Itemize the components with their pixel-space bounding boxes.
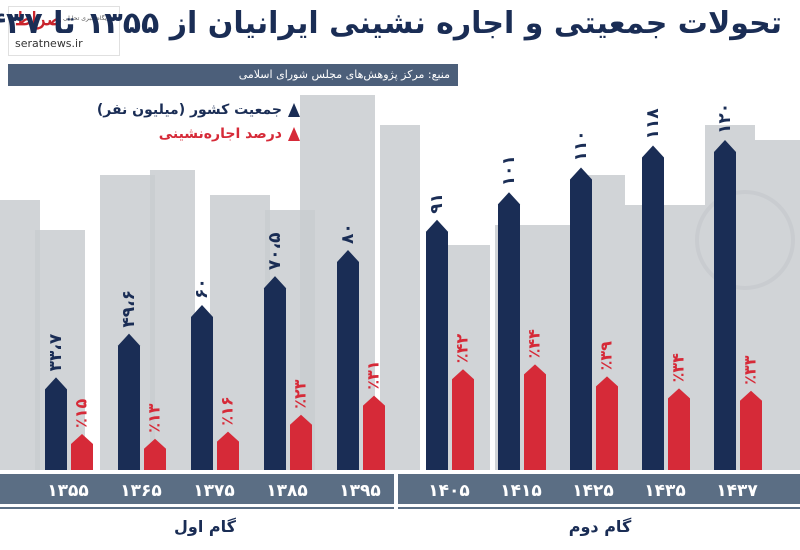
rent-bar [363, 395, 385, 470]
population-bar [642, 145, 664, 470]
legend: جمعیت کشور (میلیون نفر) درصد اجاره‌نشینی [97, 98, 300, 153]
x-tick-label: ۱۴۳۵ [644, 481, 686, 501]
logo-subtitle: پایگاه خبری تحلیلی [63, 15, 111, 22]
x-tick-label: ۱۴۲۵ [572, 481, 614, 501]
x-tick-label: ۱۴۱۵ [500, 481, 542, 501]
population-bar [191, 305, 213, 470]
header: صراط پایگاه خبری تحلیلی seratnews.ir تحو… [0, 0, 800, 95]
rent-label: ٪۴۲ [453, 334, 472, 364]
rent-label: ٪۱۳ [145, 403, 164, 433]
population-label: ۷۰،۵ [265, 233, 285, 271]
rent-bar [524, 364, 546, 470]
population-bar [426, 219, 448, 470]
rent-bar [740, 390, 762, 470]
background-building [380, 125, 420, 470]
rent-bar [71, 434, 93, 470]
rent-bar [452, 369, 474, 470]
phase-label-first: گام اول [174, 517, 237, 536]
population-bar [337, 250, 359, 470]
population-bar [118, 333, 140, 470]
rent-label: ٪۴۴ [525, 329, 544, 359]
bars: ۳۳،۷ ٪۱۵ ۴۹،۶ ٪۱۳ ۶۰ ٪۱۶ ۷۰،۵ ٪۲۳ ۸۰ ٪۳۱ ۹۱ ٪۴۲ ۱۰۱ ٪… [45, 103, 762, 470]
rent-bar [668, 388, 690, 470]
population-bar [45, 377, 67, 470]
rent-label: ٪۱۵ [72, 398, 91, 428]
rent-bar [217, 431, 239, 470]
legend-rent-icon [288, 127, 300, 141]
legend-item-rent: درصد اجاره‌نشینی [159, 126, 300, 148]
rent-label: ٪۳۱ [364, 360, 383, 389]
axis-band [0, 474, 800, 504]
x-tick-label: ۱۳۹۵ [339, 481, 381, 501]
source-note: منبع: مرکز پژوهش‌های مجلس شورای اسلامی [8, 64, 458, 86]
background-building [210, 195, 270, 470]
logo: صراط پایگاه خبری تحلیلی seratnews.ir [8, 6, 120, 56]
x-tick-label: ۱۳۷۵ [193, 481, 235, 501]
rent-label: ٪۲۳ [291, 379, 310, 409]
legend-rent-label: درصد اجاره‌نشینی [158, 126, 282, 142]
population-label: ۱۲۰ [715, 103, 735, 134]
logo-url: seratnews.ir [15, 37, 83, 50]
rent-bar [144, 438, 166, 470]
legend-item-population: جمعیت کشور (میلیون نفر) [97, 102, 300, 124]
rent-bar [596, 376, 618, 470]
x-tick-label: ۱۴۳۷ [716, 481, 758, 501]
rent-label: ٪۳۴ [669, 353, 688, 383]
population-bar [714, 140, 736, 470]
rent-label: ٪۱۶ [218, 396, 237, 425]
population-label: ۱۰۱ [499, 155, 519, 186]
population-label: ۴۹،۶ [119, 290, 139, 328]
population-label: ۶۰ [192, 278, 212, 299]
rent-label: ٪۳۹ [597, 341, 616, 371]
legend-population-label: جمعیت کشور (میلیون نفر) [96, 102, 282, 118]
rent-bar [290, 414, 312, 470]
x-axis: ۱۳۵۵ ۱۳۶۵ ۱۳۷۵ ۱۳۸۵ ۱۳۹۵ ۱۴۰۵ ۱۴۱۵ ۱۴۲۵ ۱۴۳۵ ۱۴۳۷… [0, 474, 800, 544]
ferris-wheel [695, 190, 795, 290]
x-tick-label: ۱۳۶۵ [120, 481, 162, 501]
population-label: ۳۳،۷ [46, 333, 66, 371]
population-bar [264, 276, 286, 470]
logo-name: صراط [15, 9, 62, 30]
x-tick-label: ۱۴۰۵ [428, 481, 470, 501]
legend-population-icon [288, 103, 300, 117]
rent-label: ٪۳۳ [741, 355, 760, 385]
population-label: ۱۱۰ [571, 130, 591, 161]
background-building [625, 205, 705, 470]
background-building [0, 200, 40, 470]
population-label: ۹۱ [427, 193, 447, 214]
page-title: تحولات جمعیتی و اجاره نشینی ایرانیان از … [0, 6, 782, 41]
population-bar [498, 192, 520, 470]
x-tick-label: ۱۳۸۵ [266, 481, 308, 501]
phase-label-second: گام دوم [569, 517, 632, 536]
phase-divider [394, 474, 398, 544]
x-tick-label: ۱۳۵۵ [47, 481, 89, 501]
population-label: ۸۰ [338, 223, 358, 244]
population-bar [570, 167, 592, 470]
population-label: ۱۱۸ [643, 108, 663, 140]
background-building [150, 170, 195, 470]
